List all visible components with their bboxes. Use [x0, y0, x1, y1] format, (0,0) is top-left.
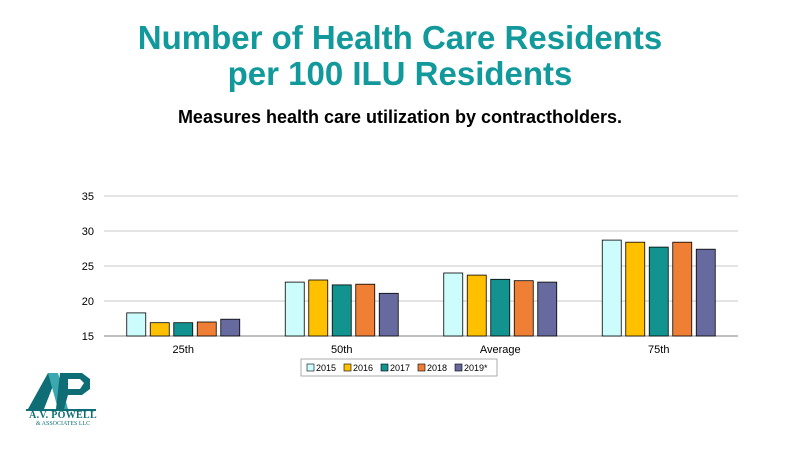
legend-label: 2018: [427, 363, 447, 373]
legend-label: 2016: [353, 363, 373, 373]
x-tick-label: Average: [480, 344, 521, 356]
y-tick-label: 30: [82, 226, 94, 238]
y-tick-label: 15: [82, 331, 94, 343]
bar: [648, 246, 669, 337]
bar: [601, 239, 622, 337]
bar: [466, 274, 487, 337]
legend-label: 2017: [390, 363, 410, 373]
x-tick-label: 25th: [173, 344, 194, 356]
bar: [672, 241, 693, 337]
legend-swatch: [380, 363, 389, 372]
title-line-2: per 100 ILU Residents: [227, 55, 573, 92]
bar: [695, 248, 716, 337]
legend-label: 2019*: [464, 363, 488, 373]
legend-swatch: [306, 363, 315, 372]
page-title: Number of Health Care Residents per 100 …: [0, 20, 800, 92]
bar: [537, 281, 558, 337]
bar: [220, 318, 241, 337]
bar: [284, 281, 305, 337]
bar: [308, 279, 329, 337]
title-line-1: Number of Health Care Residents: [137, 19, 663, 56]
legend-label: 2015: [316, 363, 336, 373]
bar: [378, 292, 399, 337]
x-tick-label: 75th: [648, 344, 669, 356]
legend-box: [300, 358, 498, 377]
logo-subname: & ASSOCIATES LLC: [35, 421, 91, 427]
legend-swatch: [343, 363, 352, 372]
bar: [490, 278, 511, 337]
legend-swatch: [454, 363, 463, 372]
bar: [443, 272, 464, 337]
logo-name: A.V. POWELL: [29, 410, 97, 421]
bar: [625, 241, 646, 337]
bar: [126, 312, 147, 337]
bar: [513, 280, 534, 337]
bar: [196, 321, 217, 337]
y-tick-label: 25: [82, 261, 94, 273]
bar: [355, 283, 376, 337]
bar: [331, 284, 352, 337]
bar: [149, 322, 170, 337]
legend-swatch: [417, 363, 426, 372]
y-tick-label: 35: [82, 191, 94, 203]
company-logo: [26, 373, 96, 411]
page-subtitle: Measures health care utilization by cont…: [177, 107, 623, 127]
bar: [173, 322, 194, 337]
y-tick-label: 20: [82, 296, 94, 308]
x-tick-label: 50th: [331, 344, 352, 356]
